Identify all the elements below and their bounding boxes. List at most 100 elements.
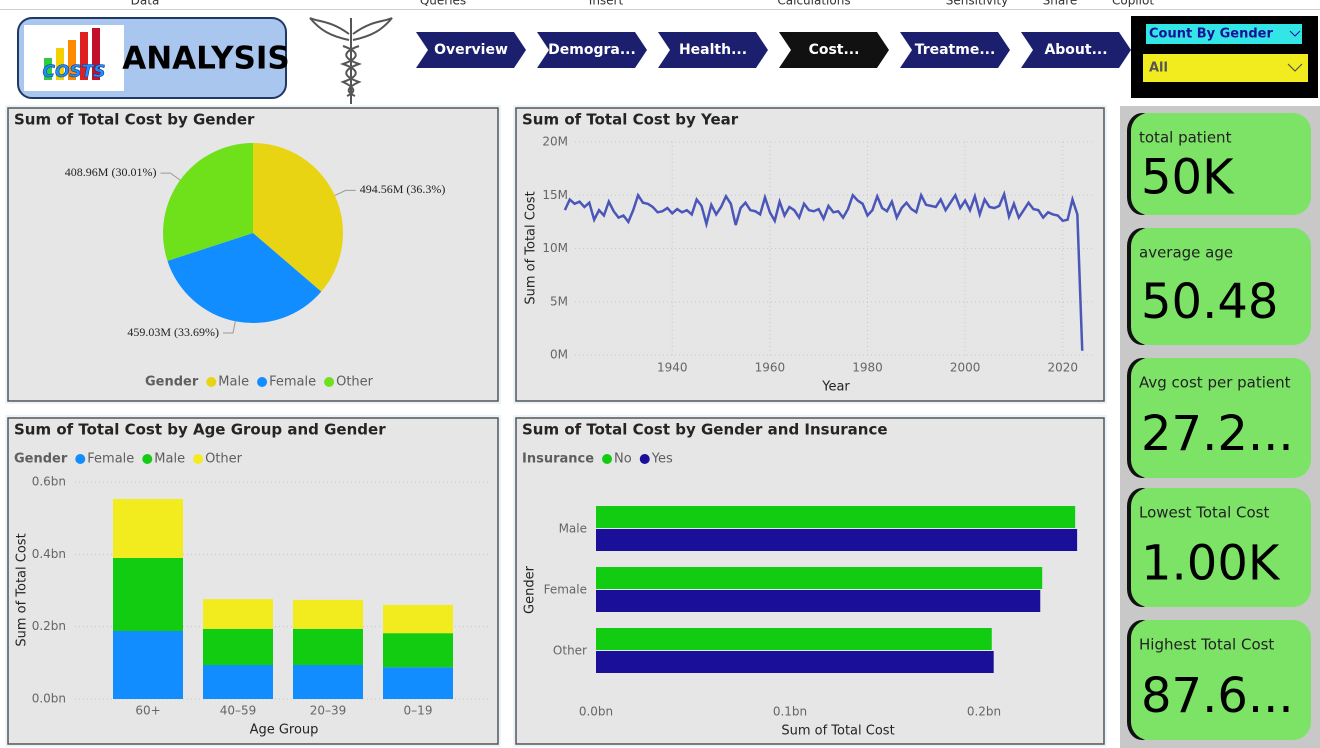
- header-title: ANALYSIS: [122, 41, 290, 77]
- pie-slice: [167, 233, 322, 323]
- x-tick-label: 0–19: [404, 704, 433, 718]
- kpi-label: Highest Total Cost: [1139, 636, 1274, 654]
- leader-line: [160, 172, 181, 181]
- y-tick-label: 0.2bn: [32, 619, 66, 633]
- legend-label: Male: [218, 375, 249, 390]
- legend-marker: [639, 454, 650, 464]
- legend-marker: [257, 377, 268, 387]
- kpi-label: Lowest Total Cost: [1139, 504, 1269, 522]
- y-tick-label: 0M: [550, 348, 568, 362]
- x-tick-label: 2020: [1047, 361, 1078, 375]
- nav-button[interactable]: [779, 32, 889, 68]
- chart-title: Sum of Total Cost by Year: [522, 111, 739, 129]
- nav-label[interactable]: Overview: [434, 42, 508, 58]
- kpi-value: 50.48: [1141, 274, 1278, 330]
- kpi-card: [1131, 113, 1311, 215]
- nav-button[interactable]: [900, 32, 1010, 68]
- chart-title: Sum of Total Cost by Gender: [14, 111, 255, 129]
- slicer-label[interactable]: Count By Gender: [1149, 27, 1273, 42]
- leader-line: [222, 321, 236, 334]
- ribbon-tab[interactable]: Data: [131, 0, 160, 8]
- logo-bar: [56, 48, 64, 80]
- y-tick-label: 20M: [542, 135, 568, 149]
- pie-slice: [253, 143, 343, 292]
- legend-title: Gender: [145, 375, 199, 390]
- dropdown-chevron: [1287, 63, 1303, 72]
- legend-label: Other: [205, 452, 243, 467]
- y-tick-label: Other: [553, 644, 587, 658]
- nav-label[interactable]: Cost...: [809, 42, 860, 58]
- bar-segment: [113, 631, 183, 699]
- nav-button[interactable]: [537, 32, 647, 68]
- nav-button[interactable]: [1021, 32, 1131, 68]
- y-tick-label: 10M: [542, 241, 568, 255]
- legend-label: Female: [87, 452, 134, 467]
- x-axis-title: Year: [821, 380, 850, 395]
- nav-button[interactable]: [658, 32, 768, 68]
- nav-label[interactable]: Treatme...: [915, 42, 996, 58]
- legend-label: No: [614, 452, 632, 467]
- kpi-card: [1131, 488, 1311, 607]
- y-axis-title: Sum of Total Cost: [524, 191, 539, 304]
- logo-bar: [80, 32, 88, 80]
- x-tick-label: 1960: [755, 361, 786, 375]
- data-label: 408.96M (30.01%): [65, 165, 157, 179]
- line-series: [563, 190, 1084, 351]
- legend-label: Male: [154, 452, 185, 467]
- kpi-value: 27.2...: [1141, 406, 1294, 462]
- x-tick-label: 20–39: [310, 704, 347, 718]
- data-label: 459.03M (33.69%): [127, 325, 219, 339]
- bar-segment: [383, 667, 453, 699]
- kpi-value: 1.00K: [1141, 536, 1281, 592]
- bar: [596, 651, 994, 673]
- ribbon-tab[interactable]: Sensitivity: [946, 0, 1008, 8]
- bar: [596, 506, 1076, 528]
- slicer-dropdown[interactable]: [1143, 54, 1308, 82]
- ribbon-tab[interactable]: Share: [1043, 0, 1078, 8]
- bar-segment: [203, 628, 273, 666]
- kpi-card: [1131, 620, 1311, 740]
- caduceus-icon: [309, 17, 393, 104]
- ribbon-tab[interactable]: Queries: [420, 0, 466, 8]
- slicer-value[interactable]: All: [1149, 61, 1168, 76]
- slicer-dropdown[interactable]: [1146, 24, 1302, 44]
- legend-marker: [75, 454, 86, 464]
- y-tick-label: Male: [559, 522, 587, 536]
- kpi-card: [1131, 358, 1311, 478]
- bar-segment: [293, 628, 363, 666]
- legend-marker: [206, 377, 217, 387]
- legend-marker: [324, 377, 335, 387]
- x-tick-label: 60+: [135, 704, 160, 718]
- legend-marker: [193, 454, 204, 464]
- legend-label: Other: [336, 375, 374, 390]
- bar: [596, 590, 1041, 612]
- data-label: 494.56M (36.3%): [360, 182, 446, 196]
- bar: [596, 529, 1078, 551]
- nav-label[interactable]: Demogra...: [548, 42, 636, 58]
- leader-line: [334, 189, 356, 196]
- chart-title: Sum of Total Cost by Age Group and Gende…: [14, 421, 386, 439]
- bar-segment: [383, 633, 453, 668]
- ribbon-tab[interactable]: Copilot: [1112, 0, 1154, 8]
- bar-segment: [203, 665, 273, 699]
- nav-label[interactable]: Health...: [679, 42, 747, 58]
- ribbon-tab[interactable]: Calculations: [777, 0, 850, 8]
- x-tick-label: 40–59: [220, 704, 257, 718]
- nav-button[interactable]: [416, 32, 526, 68]
- bar-segment: [113, 557, 183, 632]
- x-axis-title: Age Group: [250, 723, 319, 738]
- legend-label: Yes: [651, 452, 673, 467]
- kpi-value: 50K: [1141, 149, 1235, 205]
- logo-text: COSTS: [42, 62, 105, 82]
- legend-marker: [602, 454, 613, 464]
- y-tick-label: 0.6bn: [32, 475, 66, 489]
- kpi-label: Avg cost per patient: [1139, 374, 1291, 392]
- kpi-label: total patient: [1139, 129, 1232, 147]
- nav-label[interactable]: About...: [1044, 42, 1107, 58]
- x-axis-title: Sum of Total Cost: [781, 724, 894, 739]
- bar-segment: [293, 599, 363, 629]
- ribbon-tab[interactable]: Insert: [589, 0, 624, 8]
- bar-segment: [383, 604, 453, 634]
- chart-panel: [515, 107, 1105, 402]
